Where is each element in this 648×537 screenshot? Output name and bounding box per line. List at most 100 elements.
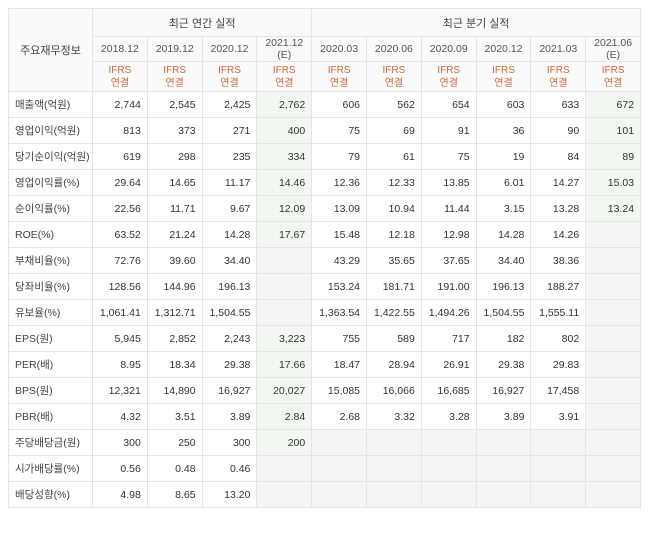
- ifrs-line2: 연결: [275, 78, 293, 89]
- header-group-annual: 최근 연간 실적: [93, 9, 312, 37]
- cell: 3.51: [147, 404, 202, 430]
- cell: 61: [367, 144, 422, 170]
- ifrs-line1: IFRS: [163, 65, 186, 76]
- cell: 182: [476, 326, 531, 352]
- cell: [586, 482, 641, 508]
- cell: 11.71: [147, 196, 202, 222]
- cell: 654: [421, 92, 476, 118]
- period-annual-1: 2019.12: [147, 37, 202, 62]
- header-ifrs-9: IFRS연결: [586, 62, 641, 92]
- cell: [586, 456, 641, 482]
- cell: 196.13: [202, 274, 257, 300]
- period-quarter-1: 2020.06: [367, 37, 422, 62]
- cell: 13.09: [312, 196, 367, 222]
- cell: 79: [312, 144, 367, 170]
- cell: 298: [147, 144, 202, 170]
- period-annual-0: 2018.12: [93, 37, 148, 62]
- table-row: ROE(%)63.5221.2414.2817.6715.4812.1812.9…: [9, 222, 641, 248]
- cell: 13.28: [531, 196, 586, 222]
- cell: 8.95: [93, 352, 148, 378]
- cell: 4.32: [93, 404, 148, 430]
- cell: [586, 378, 641, 404]
- table-row: 배당성향(%)4.988.6513.20: [9, 482, 641, 508]
- cell: 1,504.55: [202, 300, 257, 326]
- cell: [586, 404, 641, 430]
- cell: 0.46: [202, 456, 257, 482]
- cell: 13.20: [202, 482, 257, 508]
- table-row: BPS(원)12,32114,89016,92720,02715,08516,0…: [9, 378, 641, 404]
- period-quarter-2: 2020.09: [421, 37, 476, 62]
- cell: 1,504.55: [476, 300, 531, 326]
- cell: 101: [586, 118, 641, 144]
- cell: 300: [93, 430, 148, 456]
- row-label: EPS(원): [9, 326, 93, 352]
- cell: 2.68: [312, 404, 367, 430]
- cell: 373: [147, 118, 202, 144]
- cell: 3.89: [202, 404, 257, 430]
- cell: 633: [531, 92, 586, 118]
- row-label: 당기순이익(억원): [9, 144, 93, 170]
- cell: 813: [93, 118, 148, 144]
- cell: [476, 430, 531, 456]
- cell: 0.56: [93, 456, 148, 482]
- cell: 16,685: [421, 378, 476, 404]
- header-ifrs-8: IFRS연결: [531, 62, 586, 92]
- row-label: ROE(%): [9, 222, 93, 248]
- ifrs-line2: 연결: [220, 78, 238, 89]
- cell: 8.65: [147, 482, 202, 508]
- cell: 12.33: [367, 170, 422, 196]
- cell: 37.65: [421, 248, 476, 274]
- cell: 3.32: [367, 404, 422, 430]
- cell: 144.96: [147, 274, 202, 300]
- header-rowhead: 주요재무정보: [9, 9, 93, 92]
- cell: 3.28: [421, 404, 476, 430]
- period-quarter-0: 2020.03: [312, 37, 367, 62]
- cell: 606: [312, 92, 367, 118]
- period-quarter-3: 2020.12: [476, 37, 531, 62]
- ifrs-line1: IFRS: [109, 65, 132, 76]
- cell: 802: [531, 326, 586, 352]
- cell: 6.01: [476, 170, 531, 196]
- ifrs-line1: IFRS: [383, 65, 406, 76]
- cell: 12.18: [367, 222, 422, 248]
- cell: 250: [147, 430, 202, 456]
- cell: 18.47: [312, 352, 367, 378]
- cell: 200: [257, 430, 312, 456]
- cell: 72.76: [93, 248, 148, 274]
- cell: 14,890: [147, 378, 202, 404]
- cell: 29.38: [202, 352, 257, 378]
- row-label: 영업이익(억원): [9, 118, 93, 144]
- cell: 17,458: [531, 378, 586, 404]
- table-row: 부채비율(%)72.7639.6034.4043.2935.6537.6534.…: [9, 248, 641, 274]
- cell: 2,762: [257, 92, 312, 118]
- row-label: 당좌비율(%): [9, 274, 93, 300]
- cell: 0.48: [147, 456, 202, 482]
- cell: [531, 482, 586, 508]
- cell: 1,061.41: [93, 300, 148, 326]
- table-row: EPS(원)5,9452,8522,2433,22375558971718280…: [9, 326, 641, 352]
- cell: 75: [312, 118, 367, 144]
- cell: [586, 274, 641, 300]
- cell: 14.65: [147, 170, 202, 196]
- ifrs-line2: 연결: [385, 78, 403, 89]
- period-quarter-4: 2021.03: [531, 37, 586, 62]
- cell: 38.36: [531, 248, 586, 274]
- cell: 29.64: [93, 170, 148, 196]
- cell: [586, 222, 641, 248]
- row-label: 시가배당률(%): [9, 456, 93, 482]
- cell: 717: [421, 326, 476, 352]
- cell: 84: [531, 144, 586, 170]
- cell: 4.98: [93, 482, 148, 508]
- ifrs-line2: 연결: [440, 78, 458, 89]
- cell: [531, 456, 586, 482]
- cell: 17.66: [257, 352, 312, 378]
- ifrs-line1: IFRS: [328, 65, 351, 76]
- cell: 11.17: [202, 170, 257, 196]
- table-row: 영업이익률(%)29.6414.6511.1714.4612.3612.3313…: [9, 170, 641, 196]
- cell: [476, 456, 531, 482]
- cell: 672: [586, 92, 641, 118]
- ifrs-line2: 연결: [111, 78, 129, 89]
- cell: [476, 482, 531, 508]
- table-row: 당좌비율(%)128.56144.96196.13153.24181.71191…: [9, 274, 641, 300]
- header-ifrs-7: IFRS연결: [476, 62, 531, 92]
